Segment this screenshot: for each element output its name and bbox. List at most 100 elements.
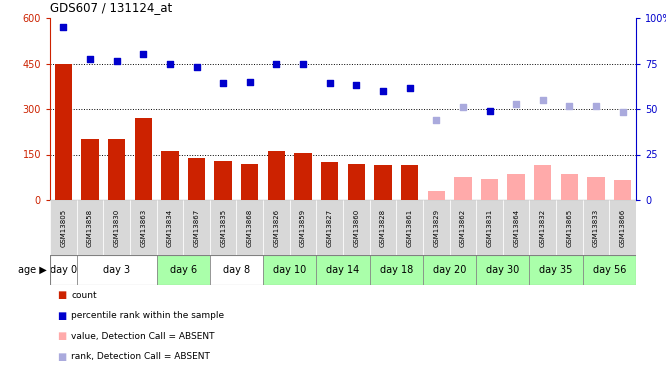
Bar [210,255,263,285]
Point [537,97,548,103]
Text: GSM13859: GSM13859 [300,209,306,247]
Point [591,103,601,109]
Text: GSM13832: GSM13832 [539,209,545,247]
Point [351,82,362,88]
Point [458,105,468,111]
Text: GSM13868: GSM13868 [247,209,253,247]
Bar [348,164,365,200]
Bar [481,179,498,200]
Bar [50,200,77,255]
Point [404,85,415,91]
Text: ■: ■ [57,290,66,300]
Text: GSM13835: GSM13835 [220,209,226,247]
Text: GSM13828: GSM13828 [380,209,386,247]
Bar [316,200,343,255]
Text: GSM13833: GSM13833 [593,209,599,247]
Bar [370,200,396,255]
Bar [55,63,72,200]
Text: GSM13863: GSM13863 [141,209,147,247]
Point [218,80,228,86]
Bar [183,200,210,255]
Bar [77,200,103,255]
Bar [343,200,370,255]
Text: day 8: day 8 [223,265,250,275]
Point [138,51,149,57]
Bar [529,200,556,255]
Bar [321,162,338,200]
Text: day 10: day 10 [273,265,306,275]
Point [564,103,575,109]
Text: GSM13831: GSM13831 [486,209,492,247]
Bar [161,152,178,200]
Bar [450,200,476,255]
Point [191,64,202,70]
Bar [583,255,636,285]
Bar [476,255,529,285]
Bar [316,255,370,285]
Bar [188,158,205,200]
Point [431,117,442,123]
Bar [210,200,236,255]
Text: rank, Detection Call = ABSENT: rank, Detection Call = ABSENT [71,352,210,362]
Text: day 3: day 3 [103,265,130,275]
Text: day 35: day 35 [539,265,573,275]
Point [58,24,69,30]
Text: day 30: day 30 [486,265,519,275]
Bar [587,177,605,200]
Bar [268,152,285,200]
Point [244,79,255,85]
Bar [290,200,316,255]
Bar [130,200,157,255]
Point [165,60,175,66]
Bar [135,118,152,200]
Bar [157,255,210,285]
Text: ■: ■ [57,352,66,362]
Bar [583,200,609,255]
Text: GDS607 / 131124_at: GDS607 / 131124_at [50,1,172,14]
Text: day 14: day 14 [326,265,360,275]
Bar [236,200,263,255]
Bar [396,200,423,255]
Bar [263,200,290,255]
Text: GSM13866: GSM13866 [619,209,625,247]
Bar [561,174,578,200]
Point [85,56,95,62]
Bar [81,140,99,200]
Text: ■: ■ [57,310,66,321]
Point [271,60,282,66]
Text: GSM13860: GSM13860 [354,209,360,247]
Text: value, Detection Call = ABSENT: value, Detection Call = ABSENT [71,332,215,341]
Bar [108,140,125,200]
Point [298,60,308,66]
Text: day 56: day 56 [593,265,626,275]
Text: GSM13805: GSM13805 [61,209,67,247]
Point [617,109,628,115]
Bar [77,255,157,285]
Bar [507,174,525,200]
Bar [294,153,312,200]
Bar [214,160,232,200]
Text: GSM13864: GSM13864 [513,209,519,247]
Text: day 0: day 0 [50,265,77,275]
Bar [428,191,445,200]
Text: percentile rank within the sample: percentile rank within the sample [71,311,224,320]
Bar [609,200,636,255]
Bar [556,200,583,255]
Text: GSM13867: GSM13867 [194,209,200,247]
Text: count: count [71,291,97,300]
Bar [241,164,258,200]
Text: GSM13827: GSM13827 [327,209,333,247]
Bar [157,200,183,255]
Bar [370,255,423,285]
Text: day 6: day 6 [170,265,196,275]
Text: age ▶: age ▶ [18,265,47,275]
Text: day 20: day 20 [433,265,466,275]
Text: GSM13858: GSM13858 [87,209,93,247]
Bar [614,180,631,200]
Bar [263,255,316,285]
Bar [103,200,130,255]
Text: day 18: day 18 [380,265,413,275]
Bar [529,255,583,285]
Text: GSM13829: GSM13829 [433,209,440,247]
Text: GSM13861: GSM13861 [406,209,413,247]
